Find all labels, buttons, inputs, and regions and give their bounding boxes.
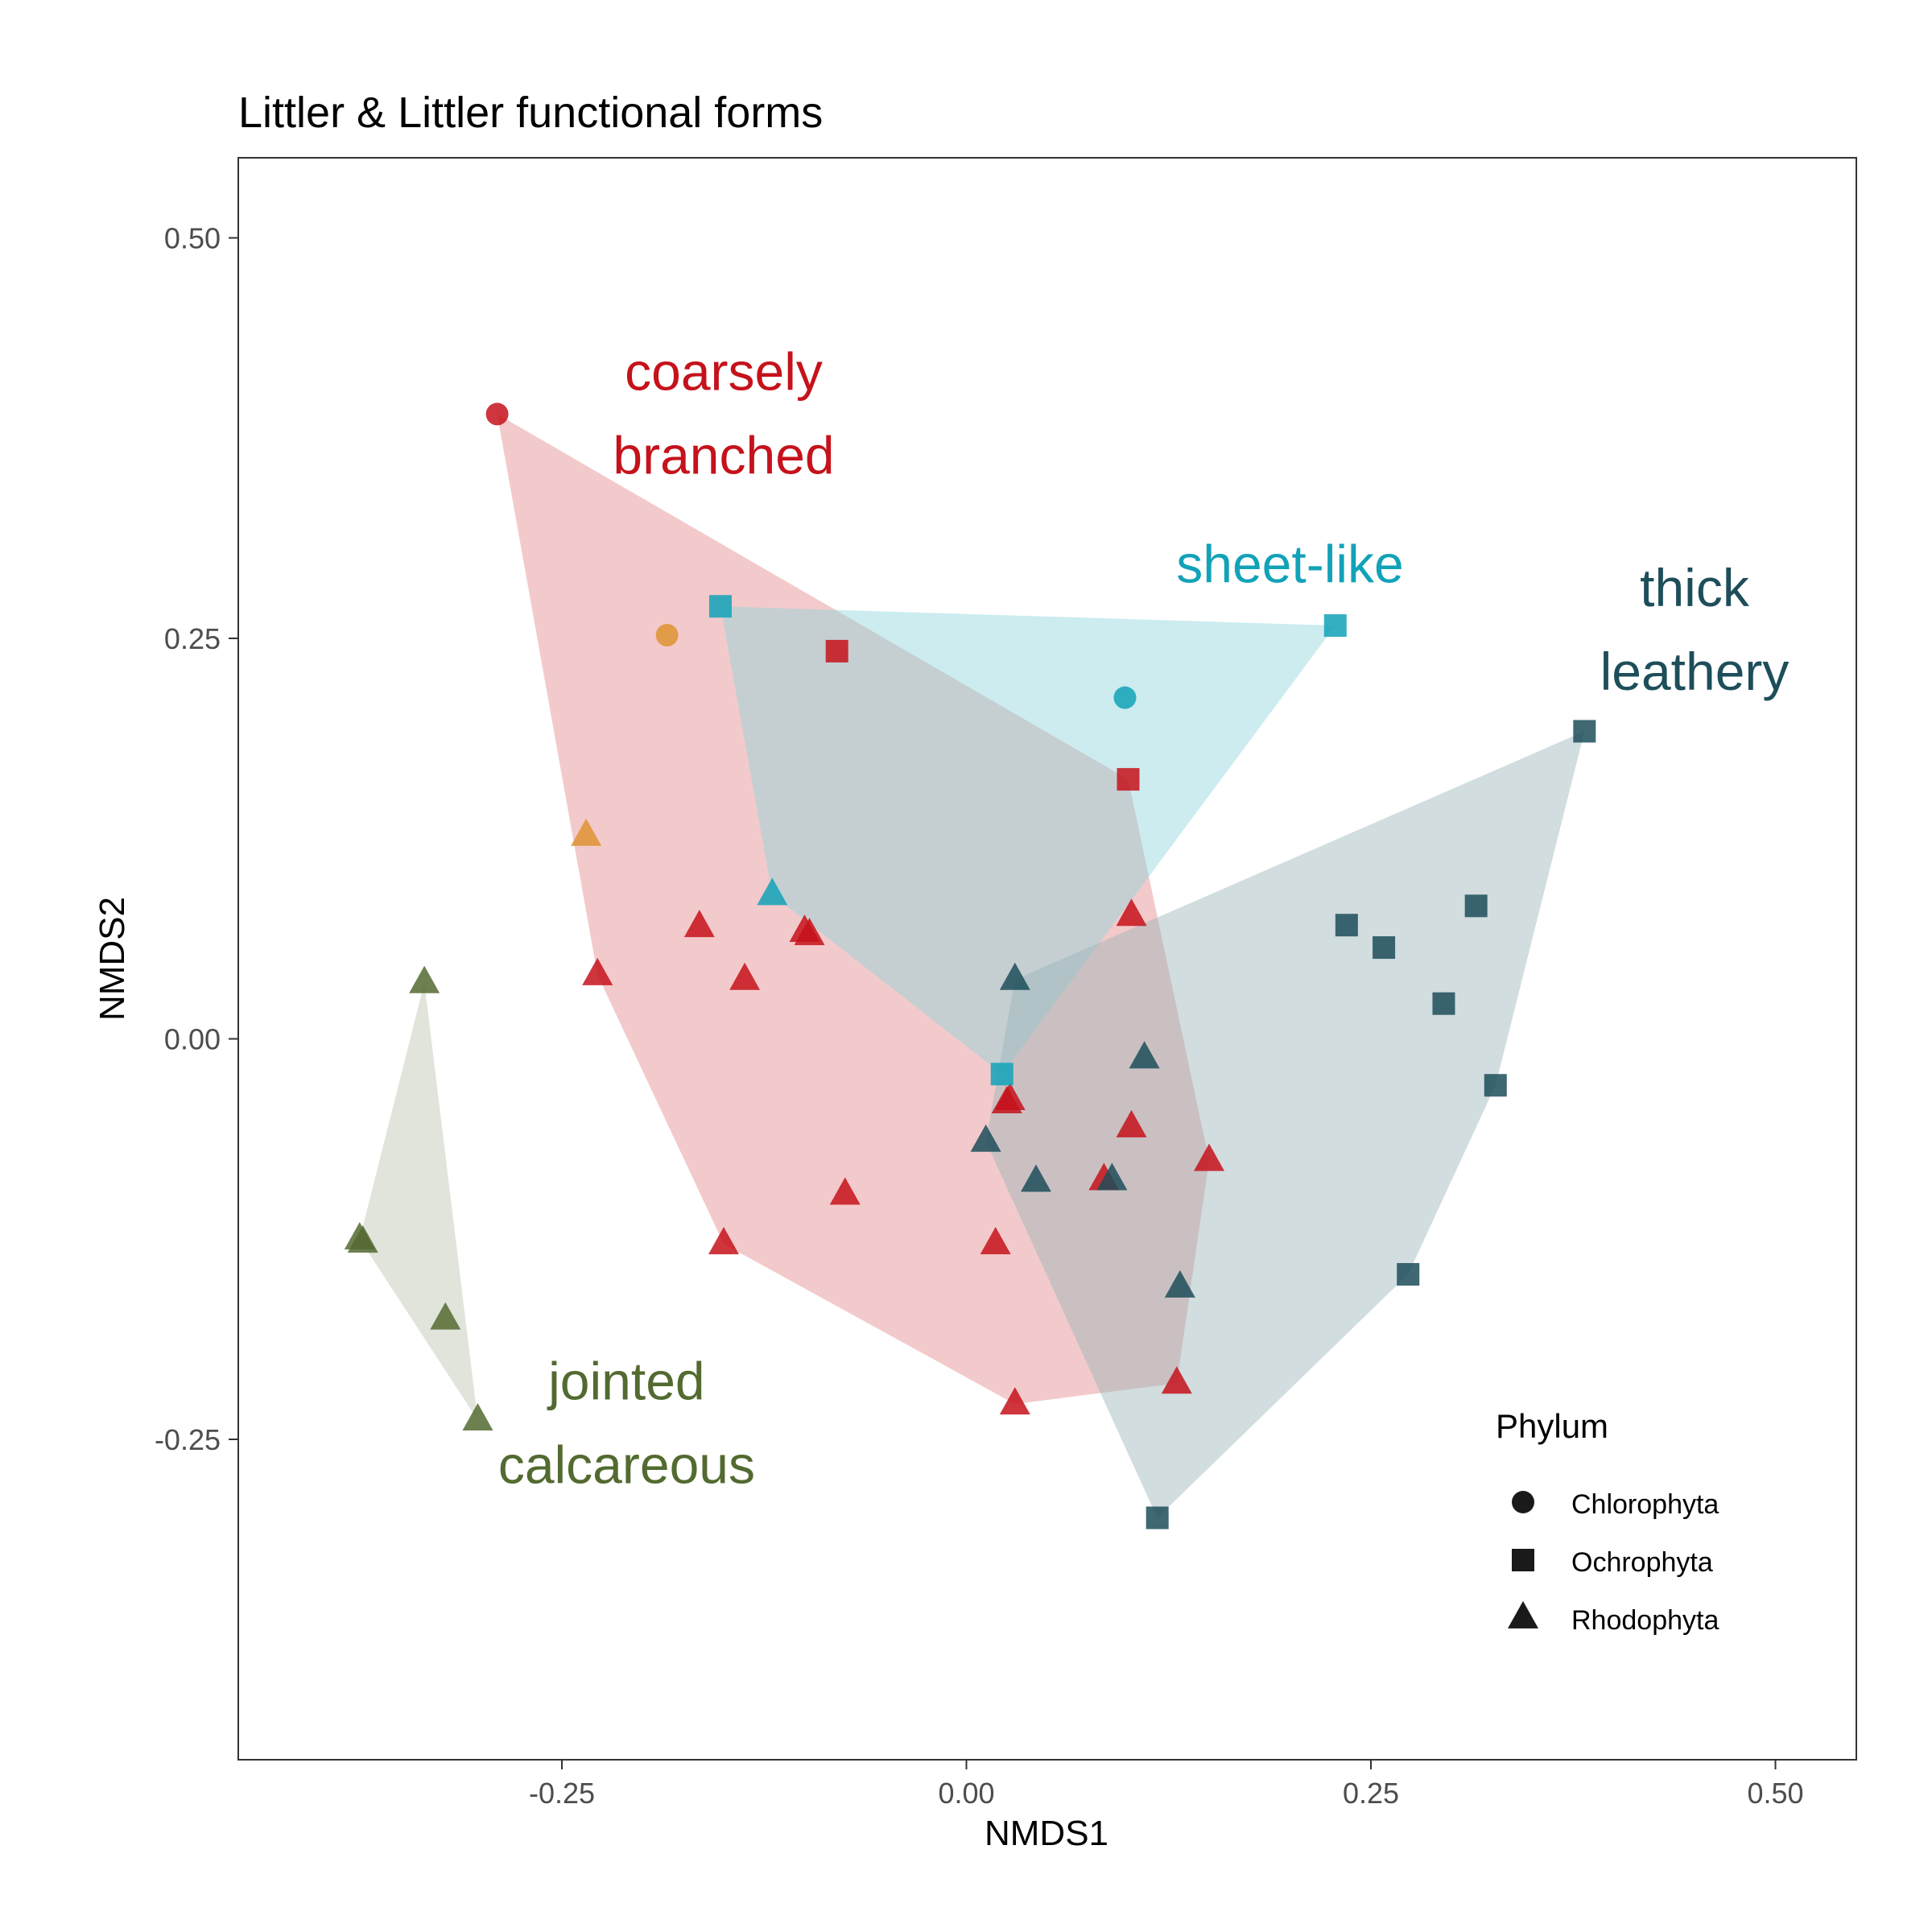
data-point [1129,1041,1160,1069]
data-point [825,639,848,663]
data-point [991,1086,1022,1114]
group-label-line: thick [1640,558,1750,617]
y-tick-label: 0.25 [164,622,221,655]
x-axis: -0.25 0.00 0.25 0.50 [529,1760,1804,1810]
data-point [571,818,602,846]
data-point [683,910,715,938]
y-axis: -0.25 0.00 0.25 0.50 [155,222,238,1456]
legend-key-triangle [1508,1600,1538,1629]
data-point [347,1225,378,1253]
legend-key-square [1512,1549,1534,1571]
hull-coarsely-branched [497,414,1209,1405]
legend-key-circle [1512,1491,1534,1513]
points-layer [344,402,1596,1530]
legend-entry: Chlorophyta [1512,1489,1719,1520]
data-point [1194,1143,1224,1171]
x-tick-label: 0.00 [938,1777,994,1810]
x-tick-label: -0.25 [529,1777,595,1810]
data-point [794,918,825,946]
data-point [1464,894,1488,918]
legend-label: Ochrophyta [1571,1547,1713,1578]
data-point [1397,1263,1420,1286]
data-point [1116,898,1147,927]
data-point [655,624,679,647]
y-tick-label: 0.00 [164,1023,221,1056]
x-tick-label: 0.25 [1343,1777,1399,1810]
group-label-line: coarsely [625,342,823,402]
data-point [409,965,440,993]
data-point [1573,720,1596,743]
data-point [1335,914,1358,937]
data-point [708,595,732,618]
x-tick-label: 0.50 [1747,1777,1803,1810]
data-point [999,962,1030,990]
data-point [990,1063,1013,1086]
data-point [1117,768,1140,791]
group-label: thick leathery [1600,558,1790,701]
data-point [1161,1366,1192,1394]
data-point [1323,614,1347,638]
y-axis-title: NMDS2 [93,897,132,1021]
legend-label: Chlorophyta [1571,1489,1719,1520]
group-label: coarsely branched [613,342,834,485]
group-label: sheet-like [1176,534,1403,593]
y-tick-label: 0.50 [164,222,221,255]
hull-layer [359,414,1585,1518]
data-point [1432,992,1455,1015]
data-point [1020,1164,1051,1192]
group-label: jointed calcareous [498,1351,755,1494]
data-point [1164,1269,1195,1298]
data-point [970,1124,1001,1152]
group-label-line: branched [613,426,834,485]
data-point [1373,936,1396,960]
data-point [708,1227,739,1255]
group-label-line: leathery [1600,642,1790,701]
legend: Phylum Chlorophyta Ochrophyta Rhodophyta [1496,1407,1719,1636]
data-point [729,962,761,990]
group-label-line: sheet-like [1176,534,1403,593]
data-point [1146,1506,1169,1530]
data-point [757,877,788,906]
plot-panel [237,157,1857,1761]
group-label-line: calcareous [498,1435,755,1494]
data-point [430,1302,461,1330]
x-axis-title: NMDS1 [985,1814,1108,1853]
data-point [582,957,613,985]
legend-label: Rhodophyta [1571,1605,1719,1636]
group-label-line: jointed [547,1351,705,1410]
group-labels: coarsely branched sheet-like thick leathery j… [498,342,1790,1495]
hull-jointed-calcareous [359,982,478,1421]
legend-entry: Ochrophyta [1512,1547,1713,1578]
data-point [829,1177,861,1205]
data-point [1116,1109,1147,1137]
y-tick-label: -0.25 [155,1423,221,1456]
data-point [485,402,509,426]
hull-sheet-like [720,606,1335,1075]
legend-entry: Rhodophyta [1508,1600,1719,1636]
data-point [1096,1162,1128,1191]
chart-title: Littler & Littler functional forms [238,89,823,137]
data-point [1484,1074,1507,1097]
data-point [1113,686,1137,709]
data-point [999,1387,1030,1415]
legend-title: Phylum [1496,1407,1608,1445]
hull-thick-leathery [985,731,1585,1518]
data-point [462,1403,493,1431]
data-point [980,1227,1011,1255]
